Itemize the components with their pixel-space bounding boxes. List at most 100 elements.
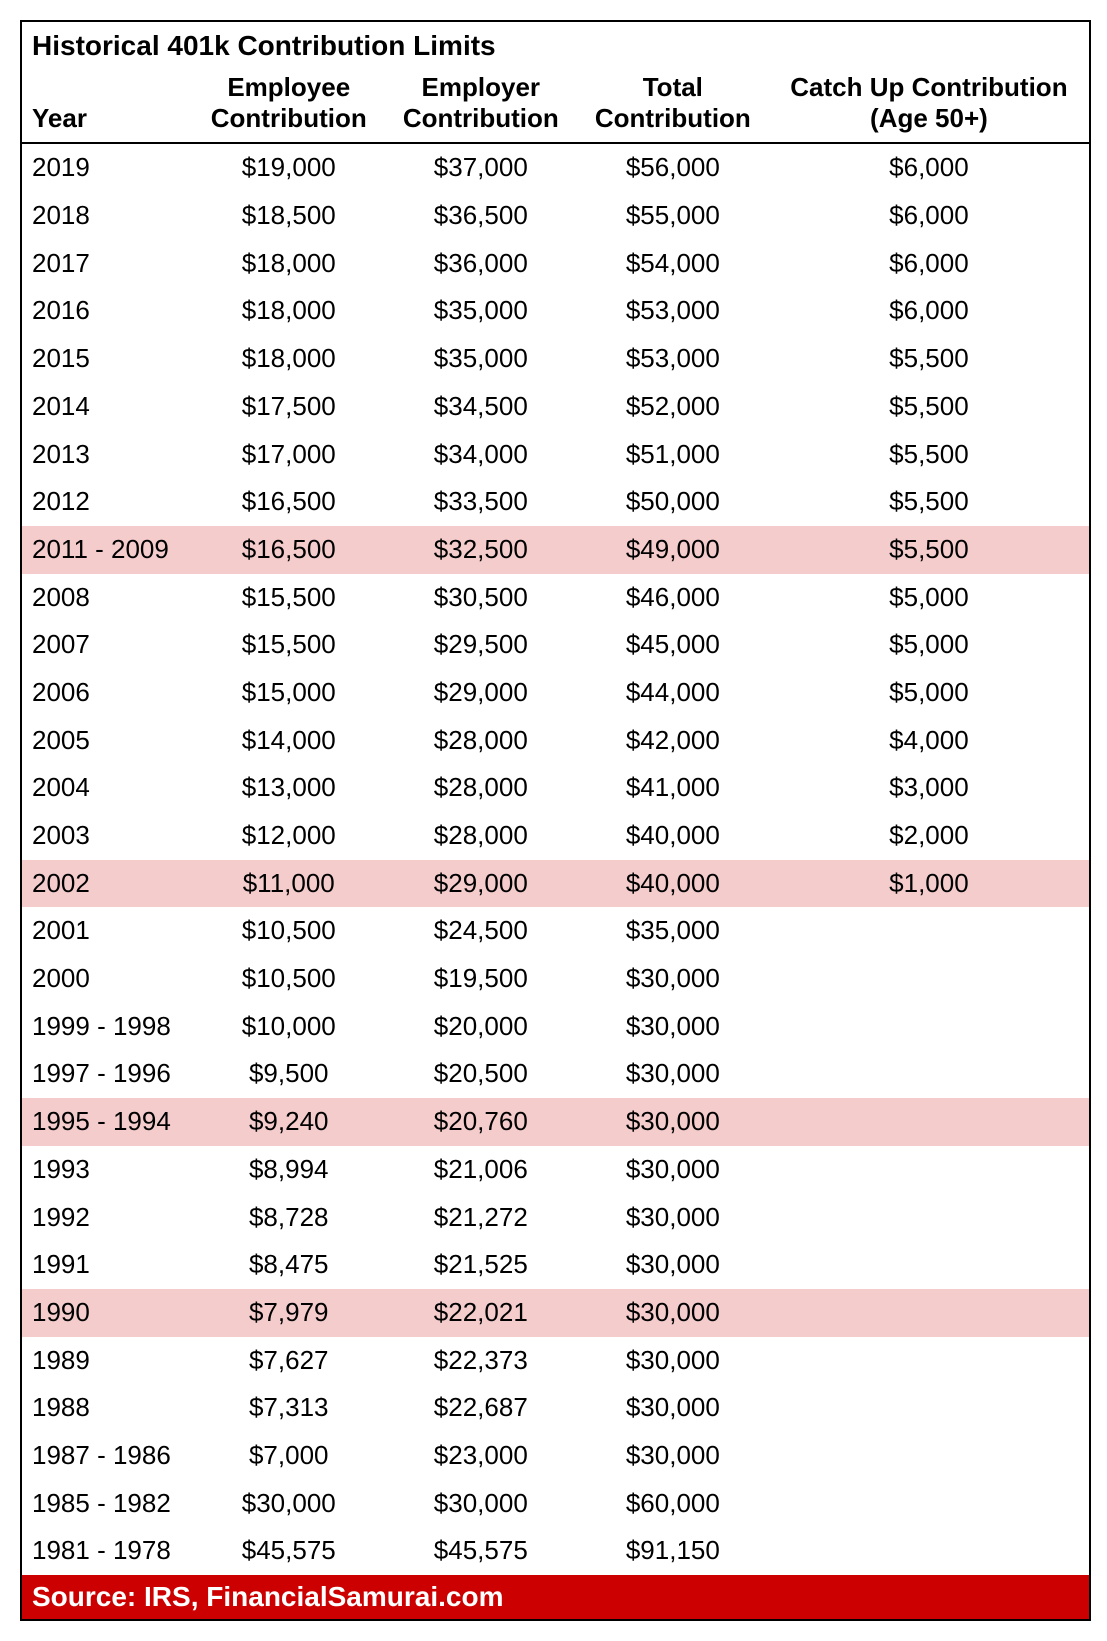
table-row: 2018$18,500$36,500$55,000$6,000	[22, 192, 1089, 240]
cell-employer: $29,000	[385, 860, 577, 908]
table-row: 2001$10,500$24,500$35,000	[22, 907, 1089, 955]
cell-total: $30,000	[577, 1289, 769, 1337]
cell-catchup: $3,000	[769, 764, 1089, 812]
cell-year: 2019	[22, 143, 193, 192]
cell-year: 2013	[22, 431, 193, 479]
cell-employer: $28,000	[385, 717, 577, 765]
cell-total: $54,000	[577, 240, 769, 288]
cell-catchup	[769, 1146, 1089, 1194]
table-row: 1992$8,728$21,272$30,000	[22, 1194, 1089, 1242]
cell-catchup: $1,000	[769, 860, 1089, 908]
cell-catchup	[769, 1050, 1089, 1098]
cell-catchup: $5,500	[769, 478, 1089, 526]
cell-year: 1992	[22, 1194, 193, 1242]
cell-employer: $22,373	[385, 1337, 577, 1385]
cell-employer: $24,500	[385, 907, 577, 955]
table-row: 2003$12,000$28,000$40,000$2,000	[22, 812, 1089, 860]
cell-catchup: $4,000	[769, 717, 1089, 765]
cell-total: $50,000	[577, 478, 769, 526]
cell-catchup: $5,500	[769, 526, 1089, 574]
table-row: 2016$18,000$35,000$53,000$6,000	[22, 287, 1089, 335]
cell-total: $53,000	[577, 335, 769, 383]
cell-year: 2015	[22, 335, 193, 383]
cell-employer: $22,687	[385, 1384, 577, 1432]
cell-catchup: $2,000	[769, 812, 1089, 860]
cell-total: $41,000	[577, 764, 769, 812]
cell-employee: $16,500	[193, 526, 385, 574]
table-row: 2013$17,000$34,000$51,000$5,500	[22, 431, 1089, 479]
cell-year: 2016	[22, 287, 193, 335]
cell-total: $49,000	[577, 526, 769, 574]
cell-employee: $7,979	[193, 1289, 385, 1337]
cell-total: $53,000	[577, 287, 769, 335]
cell-employee: $17,500	[193, 383, 385, 431]
table-row: 2007$15,500$29,500$45,000$5,000	[22, 621, 1089, 669]
cell-employee: $7,313	[193, 1384, 385, 1432]
cell-catchup: $5,000	[769, 669, 1089, 717]
table-row: 1987 - 1986$7,000$23,000$30,000	[22, 1432, 1089, 1480]
cell-employee: $30,000	[193, 1480, 385, 1528]
contribution-table: Year Employee Contribution Employer Cont…	[22, 62, 1089, 1575]
cell-total: $30,000	[577, 1003, 769, 1051]
table-row: 2012$16,500$33,500$50,000$5,500	[22, 478, 1089, 526]
cell-employee: $15,000	[193, 669, 385, 717]
table-row: 1993$8,994$21,006$30,000	[22, 1146, 1089, 1194]
cell-catchup	[769, 1527, 1089, 1575]
cell-employee: $10,500	[193, 955, 385, 1003]
cell-total: $91,150	[577, 1527, 769, 1575]
cell-employee: $45,575	[193, 1527, 385, 1575]
cell-catchup	[769, 1337, 1089, 1385]
page-title: Historical 401k Contribution Limits	[22, 22, 1089, 62]
cell-total: $35,000	[577, 907, 769, 955]
cell-total: $44,000	[577, 669, 769, 717]
cell-employee: $19,000	[193, 143, 385, 192]
cell-employee: $12,000	[193, 812, 385, 860]
cell-employer: $28,000	[385, 812, 577, 860]
cell-employee: $7,627	[193, 1337, 385, 1385]
cell-employee: $10,500	[193, 907, 385, 955]
cell-total: $30,000	[577, 1146, 769, 1194]
cell-catchup	[769, 1289, 1089, 1337]
cell-total: $30,000	[577, 1384, 769, 1432]
cell-year: 2005	[22, 717, 193, 765]
cell-year: 2017	[22, 240, 193, 288]
cell-employer: $32,500	[385, 526, 577, 574]
cell-catchup: $6,000	[769, 240, 1089, 288]
cell-catchup: $5,500	[769, 431, 1089, 479]
cell-catchup	[769, 1098, 1089, 1146]
table-container: Historical 401k Contribution Limits Year…	[20, 20, 1091, 1621]
cell-year: 2011 - 2009	[22, 526, 193, 574]
cell-employer: $34,000	[385, 431, 577, 479]
table-row: 1985 - 1982$30,000$30,000$60,000	[22, 1480, 1089, 1528]
cell-catchup	[769, 1241, 1089, 1289]
cell-year: 1995 - 1994	[22, 1098, 193, 1146]
table-row: 1995 - 1994$9,240$20,760$30,000	[22, 1098, 1089, 1146]
table-row: 2004$13,000$28,000$41,000$3,000	[22, 764, 1089, 812]
table-row: 2014$17,500$34,500$52,000$5,500	[22, 383, 1089, 431]
table-row: 2019$19,000$37,000$56,000$6,000	[22, 143, 1089, 192]
cell-employer: $37,000	[385, 143, 577, 192]
cell-total: $46,000	[577, 574, 769, 622]
cell-employee: $8,475	[193, 1241, 385, 1289]
cell-catchup	[769, 907, 1089, 955]
cell-total: $60,000	[577, 1480, 769, 1528]
cell-total: $30,000	[577, 1337, 769, 1385]
cell-catchup: $5,500	[769, 335, 1089, 383]
cell-employer: $19,500	[385, 955, 577, 1003]
cell-employer: $36,000	[385, 240, 577, 288]
cell-employee: $18,500	[193, 192, 385, 240]
cell-employer: $21,272	[385, 1194, 577, 1242]
col-header-employee: Employee Contribution	[193, 62, 385, 143]
cell-employer: $36,500	[385, 192, 577, 240]
cell-catchup	[769, 1432, 1089, 1480]
cell-year: 2012	[22, 478, 193, 526]
cell-year: 2000	[22, 955, 193, 1003]
cell-employer: $35,000	[385, 335, 577, 383]
cell-year: 1997 - 1996	[22, 1050, 193, 1098]
cell-total: $30,000	[577, 955, 769, 1003]
cell-year: 1991	[22, 1241, 193, 1289]
table-row: 2015$18,000$35,000$53,000$5,500	[22, 335, 1089, 383]
cell-employee: $18,000	[193, 240, 385, 288]
cell-year: 2007	[22, 621, 193, 669]
cell-year: 2014	[22, 383, 193, 431]
